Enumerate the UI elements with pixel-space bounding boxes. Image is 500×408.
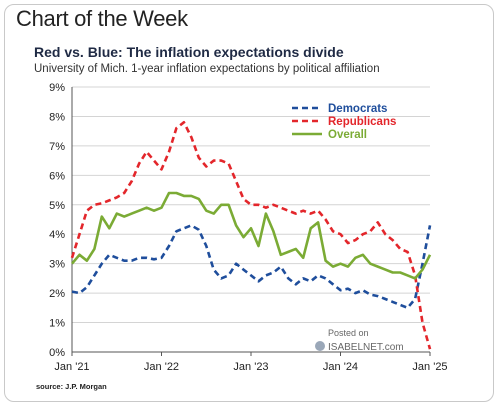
chart-title: Red vs. Blue: The inflation expectations…	[34, 44, 344, 60]
series-line-democrats	[71, 224, 432, 310]
watermark-globe-icon	[315, 341, 325, 351]
x-tick-label: Jan '24	[323, 361, 358, 373]
watermark: Posted on ISABELNET.com	[315, 328, 404, 353]
y-tick-label: 6%	[49, 170, 65, 182]
legend-label-overall: Overall	[328, 129, 367, 141]
source-note: source: J.P. Morgan	[36, 382, 107, 391]
legend-label-republicans: Republicans	[328, 116, 396, 128]
y-tick-label: 4%	[49, 229, 65, 241]
y-tick-label: 9%	[49, 82, 65, 94]
watermark-line2: ISABELNET.com	[328, 342, 404, 353]
x-tick-label: Jan '23	[233, 361, 268, 373]
y-tick-label: 2%	[49, 288, 65, 300]
y-tick-label: 3%	[49, 259, 65, 271]
y-tick-label: 0%	[49, 347, 65, 359]
chart-of-the-week-heading: Chart of the Week	[16, 6, 188, 31]
series-line-overall	[71, 191, 432, 280]
y-axis: 0% 1% 2% 3% 4% 5% 6% 7% 8% 9%	[49, 82, 65, 359]
x-tick-label: Jan '22	[144, 361, 179, 373]
series-line-republicans	[70, 121, 432, 350]
x-axis: Jan '21 Jan '22 Jan '23 Jan '24 Jan '25	[54, 87, 448, 373]
chart-subtitle: University of Mich. 1-year inflation exp…	[34, 63, 380, 75]
y-tick-label: 8%	[49, 111, 65, 123]
y-tick-label: 7%	[49, 141, 65, 153]
series-lines	[70, 121, 432, 350]
watermark-line1: Posted on	[328, 328, 369, 338]
y-tick-label: 1%	[49, 318, 65, 330]
x-tick-label: Jan '25	[412, 361, 447, 373]
y-tick-label: 5%	[49, 200, 65, 212]
legend-label-democrats: Democrats	[328, 103, 387, 115]
x-tick-label: Jan '21	[54, 361, 89, 373]
